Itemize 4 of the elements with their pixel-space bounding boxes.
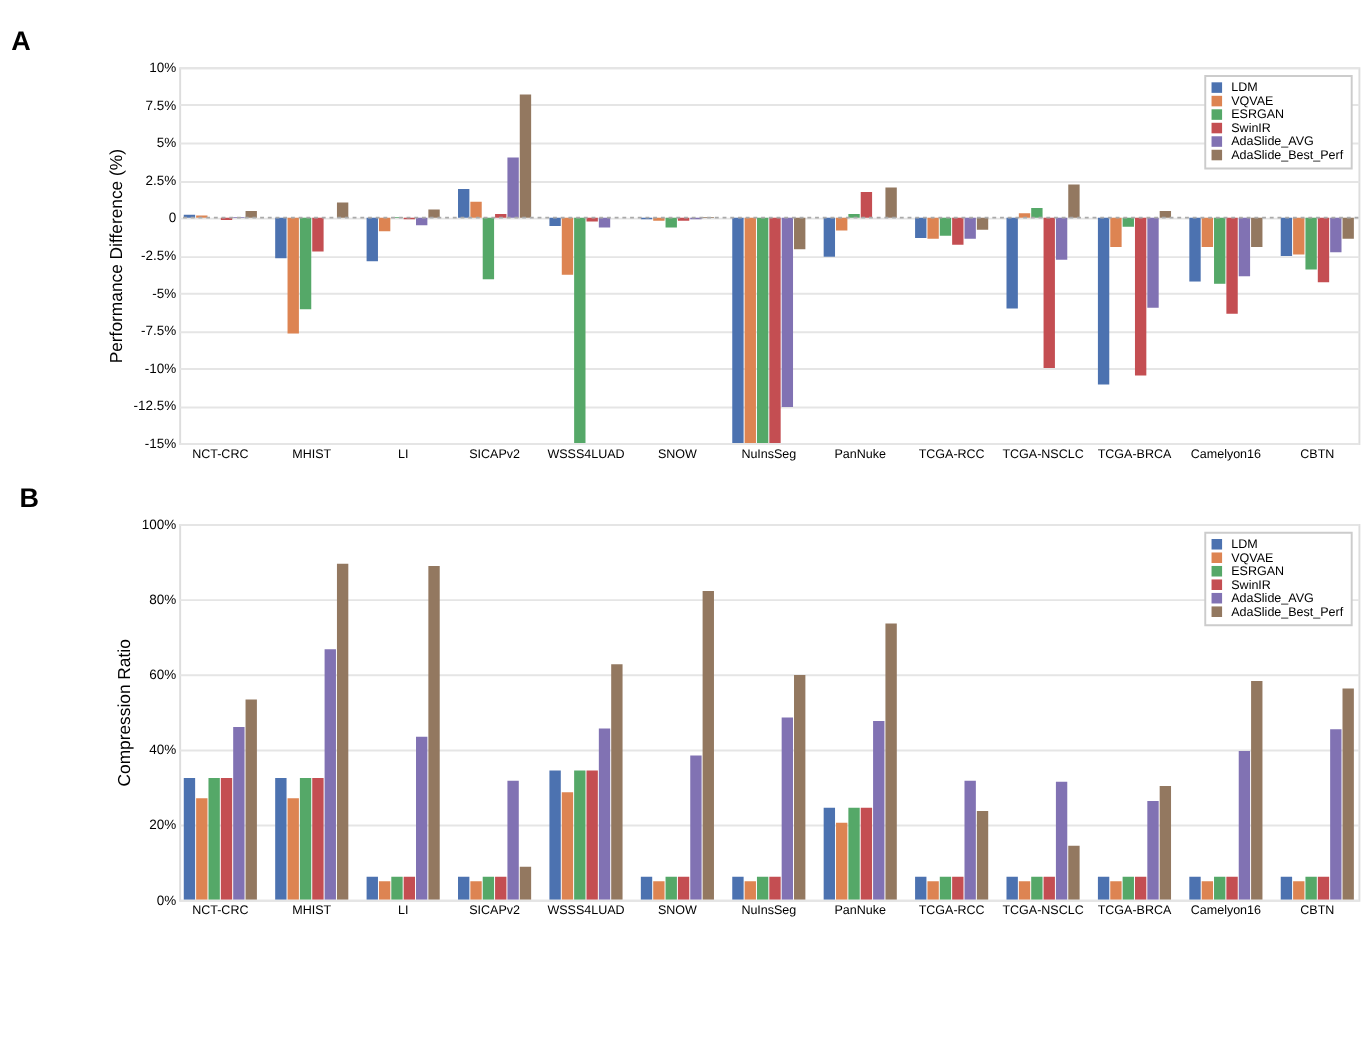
chart-title: B [19, 482, 40, 513]
chart-title: A [11, 26, 32, 57]
y-axis-title: Performance Difference (%) [106, 148, 127, 364]
y-axis-title: Compression Ratio [114, 638, 135, 787]
